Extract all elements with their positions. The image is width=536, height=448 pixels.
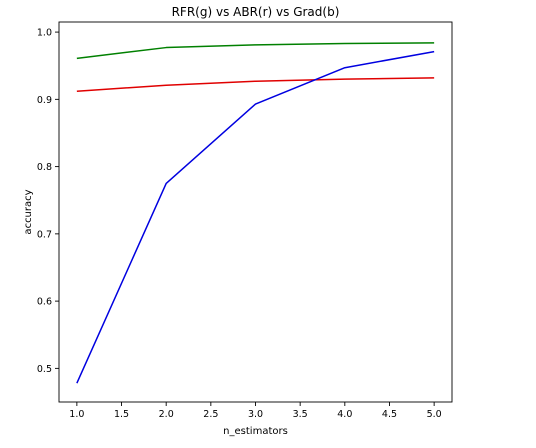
y-tick-label: 0.6 [37, 297, 52, 308]
x-tick-label: 4.5 [382, 409, 397, 420]
x-tick-label: 1.5 [114, 409, 129, 420]
plot-area [59, 22, 452, 402]
x-tick-label: 4.0 [337, 409, 352, 420]
y-axis-label: accuracy [23, 189, 34, 234]
x-tick-label: 3.5 [293, 409, 308, 420]
x-tick-label: 2.0 [159, 409, 174, 420]
y-tick-label: 0.9 [37, 95, 52, 106]
x-axis-label: n_estimators [223, 426, 288, 437]
y-tick-label: 1.0 [37, 28, 52, 39]
x-tick-label: 1.0 [69, 409, 84, 420]
y-tick-label: 0.8 [37, 162, 52, 173]
x-tick-label: 2.5 [203, 409, 218, 420]
y-tick-label: 0.7 [37, 229, 52, 240]
x-tick-label: 3.0 [248, 409, 263, 420]
x-axis-ticks: 1.0 1.5 2.0 2.5 3.0 3.5 4.0 4.5 5.0 [69, 402, 442, 420]
series-layer [76, 42, 435, 384]
x-tick-label: 5.0 [427, 409, 442, 420]
chart-title: RFR(g) vs ABR(r) vs Grad(b) [172, 5, 340, 19]
y-tick-label: 0.5 [37, 364, 52, 375]
y-axis-ticks: 0.5 0.6 0.7 0.8 0.9 1.0 [37, 28, 59, 375]
